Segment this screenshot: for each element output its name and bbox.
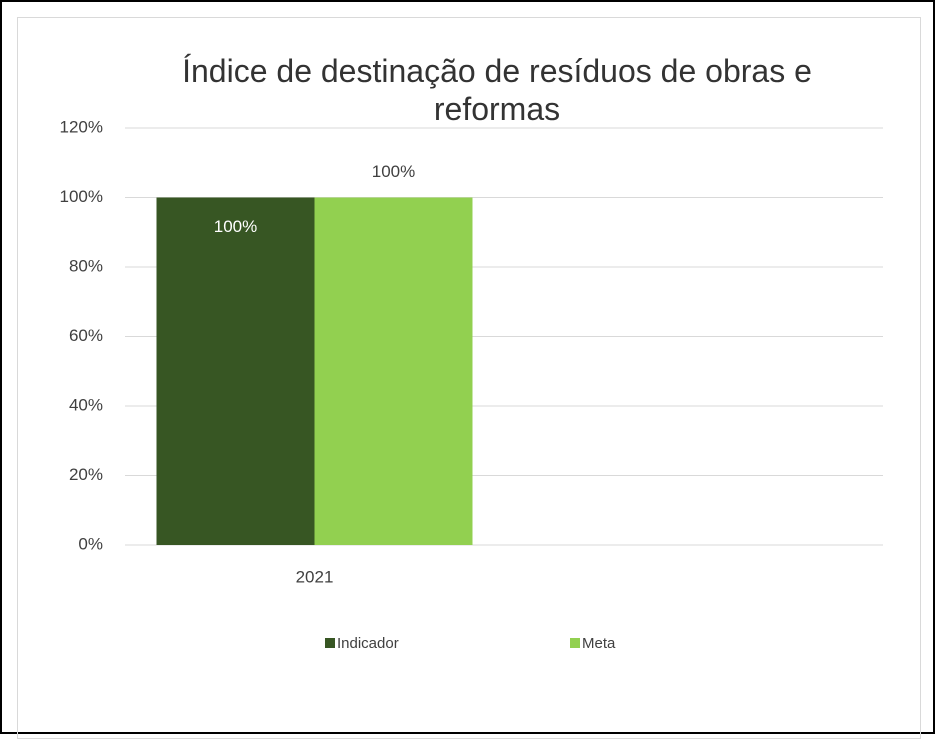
y-tick-label: 0% [78,534,103,553]
data-label: 100% [372,162,415,181]
y-tick-label: 100% [60,187,103,206]
y-tick-label: 60% [69,326,103,345]
bar [156,197,315,545]
y-tick-label: 80% [69,256,103,275]
legend-swatch [325,638,335,648]
chart-title: Índice de destinação de resíduos de obra… [182,53,812,127]
legend-label: Meta [582,635,616,652]
x-tick-label: 2021 [296,567,334,586]
bar [314,197,473,545]
chart: 0% 20% 40% 60% 80% 100% 120% 2021 100% 100% Indica… [60,117,883,652]
data-label: 100% [214,217,257,236]
y-tick-label: 120% [60,117,103,136]
legend-label: Indicador [337,635,399,652]
legend-swatch [570,638,580,648]
y-tick-label: 40% [69,395,103,414]
y-tick-label: 20% [69,465,103,484]
